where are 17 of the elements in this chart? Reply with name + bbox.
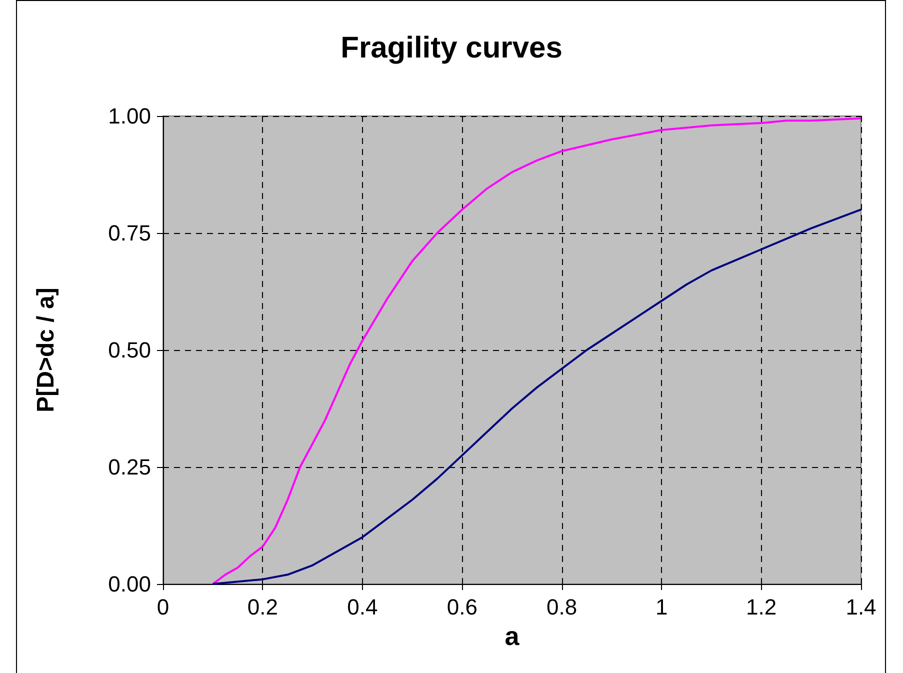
x-tick-label: 0.4 <box>347 594 378 620</box>
y-tick-label: 1.00 <box>108 104 151 128</box>
y-tick-label: 0.50 <box>108 338 151 362</box>
x-tick-label: 0.2 <box>247 594 278 620</box>
y-tick-label: 0.75 <box>108 220 151 246</box>
x-tick-label: 0.8 <box>546 594 578 620</box>
line-series <box>212 208 862 585</box>
x-axis-title: a <box>504 620 520 651</box>
y-tick-label: 0.00 <box>108 572 151 596</box>
x-tick-label: 0 <box>156 594 170 620</box>
y-axis-title: P[D>dc / a] <box>32 288 60 412</box>
chart-title: Fragility curves <box>340 32 562 64</box>
y-tick-label: 0.25 <box>108 454 151 480</box>
x-tick-label: 1 <box>655 594 668 620</box>
x-tick-label: 1.4 <box>846 594 876 620</box>
x-tick-label: 0.6 <box>446 594 478 620</box>
x-tick-label: 1.2 <box>746 594 777 620</box>
